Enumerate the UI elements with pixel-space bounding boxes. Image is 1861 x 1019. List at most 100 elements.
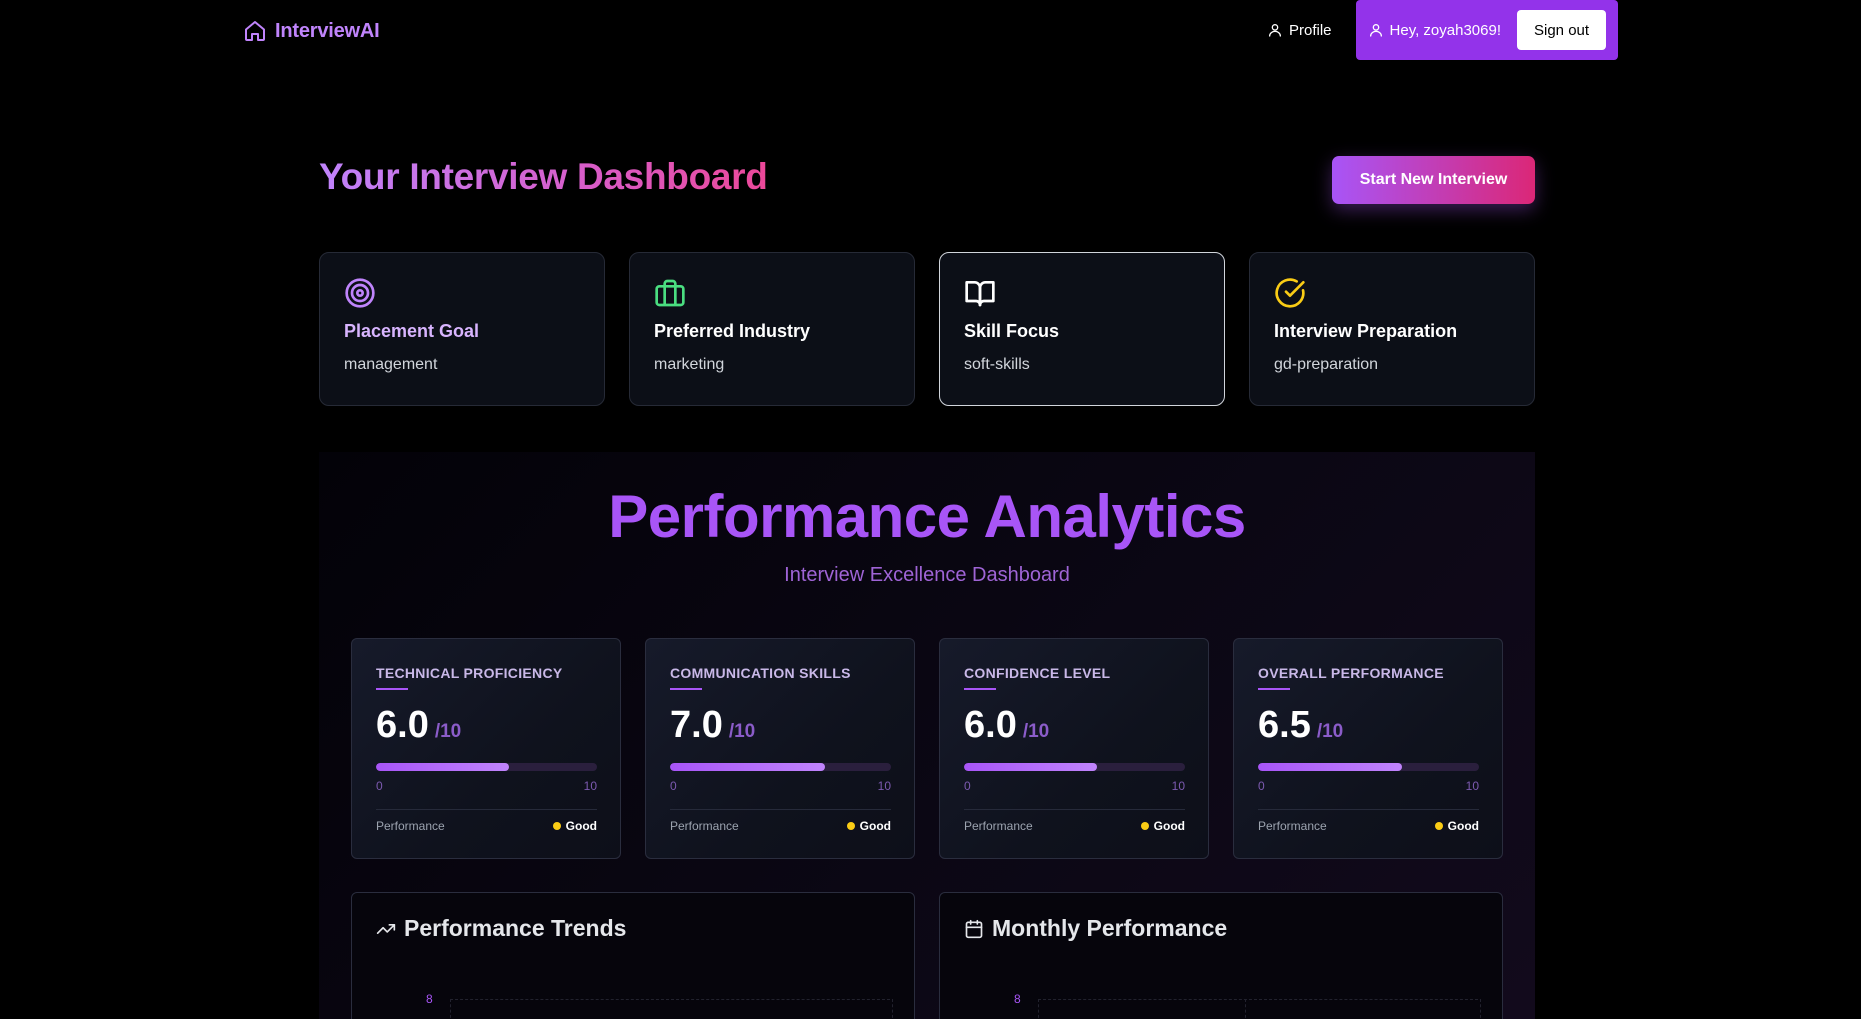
chart-gridline xyxy=(450,999,890,1000)
charts-row: Performance Trends 8 Monthly Performance… xyxy=(351,892,1503,1019)
metric-card-communication: COMMUNICATION SKILLS 7.0/10 0 10 Performa… xyxy=(645,638,915,859)
analytics-subtitle: Interview Excellence Dashboard xyxy=(784,564,1070,586)
metric-score: 6.0 xyxy=(376,704,429,746)
metric-progress-bar xyxy=(1258,763,1479,771)
metric-label: CONFIDENCE LEVEL xyxy=(964,665,1111,681)
analytics-title: Performance Analytics xyxy=(608,483,1246,550)
metric-divider xyxy=(1258,809,1479,810)
check-circle-icon xyxy=(1275,278,1305,308)
metric-rating: Good xyxy=(859,819,891,833)
metric-max: /10 xyxy=(728,721,756,742)
metric-footer-label: Performance xyxy=(964,819,1033,833)
metric-label: COMMUNICATION SKILLS xyxy=(670,665,851,681)
performance-analytics-section: Performance Analytics Interview Excellen… xyxy=(319,452,1535,1019)
metric-score: 7.0 xyxy=(670,704,723,746)
metric-progress-fill xyxy=(670,763,825,771)
metric-rating: Good xyxy=(1153,819,1185,833)
metric-label: TECHNICAL PROFICIENCY xyxy=(376,665,563,681)
rating-dot xyxy=(1434,822,1443,830)
monthly-performance-card: Monthly Performance 8 xyxy=(939,892,1503,1019)
user-menu: Hey, zoyah3069! Sign out xyxy=(1355,0,1619,60)
metric-rating: Good xyxy=(1447,819,1479,833)
profile-label: Profile xyxy=(1289,21,1332,39)
metric-cards-row: TECHNICAL PROFICIENCY 6.0/10 0 10 Perform… xyxy=(351,638,1503,859)
pref-label: Interview Preparation xyxy=(1274,321,1458,341)
pref-value: management xyxy=(344,356,438,373)
metric-max: /10 xyxy=(1022,721,1050,742)
top-navbar: InterviewAI Profile Hey, zoyah3069! Sign… xyxy=(0,0,1861,64)
scale-min: 0 xyxy=(1258,779,1265,793)
preferences-row: Placement Goal management Preferred Indu… xyxy=(319,252,1535,406)
scale-max: 10 xyxy=(583,779,597,793)
metric-progress-fill xyxy=(1258,763,1402,771)
metric-progress-fill xyxy=(964,763,1097,771)
chart-gridline xyxy=(1245,999,1246,1019)
chart-gridline xyxy=(1038,999,1039,1019)
metric-max: /10 xyxy=(434,721,462,742)
calendar-icon xyxy=(965,919,983,938)
metric-rating: Good xyxy=(565,819,597,833)
metric-footer-label: Performance xyxy=(1258,819,1327,833)
pref-value: gd-preparation xyxy=(1274,356,1379,373)
target-icon xyxy=(345,278,375,308)
scale-max: 10 xyxy=(1171,779,1185,793)
brand-link[interactable]: InterviewAI xyxy=(243,19,380,43)
metric-max: /10 xyxy=(1316,721,1344,742)
chart-gridline xyxy=(1038,999,1478,1000)
book-open-icon xyxy=(965,281,995,307)
metric-footer-label: Performance xyxy=(670,819,739,833)
metric-underline xyxy=(670,688,702,690)
sign-out-button[interactable]: Sign out xyxy=(1517,10,1607,50)
metric-progress-bar xyxy=(670,763,891,771)
metric-score: 6.0 xyxy=(964,704,1017,746)
chart-gridline xyxy=(450,999,451,1019)
metric-progress-bar xyxy=(376,763,597,771)
metric-card-overall: OVERALL PERFORMANCE 6.5/10 0 10 Performan… xyxy=(1233,638,1503,859)
placement-goal-card[interactable]: Placement Goal management xyxy=(319,252,605,406)
interview-preparation-card[interactable]: Interview Preparation gd-preparation xyxy=(1249,252,1535,406)
pref-value: marketing xyxy=(654,356,725,373)
chart-title: Performance Trends xyxy=(404,915,627,941)
scale-max: 10 xyxy=(877,779,891,793)
metric-card-technical: TECHNICAL PROFICIENCY 6.0/10 0 10 Perform… xyxy=(351,638,621,859)
profile-link[interactable]: Profile xyxy=(1267,22,1332,39)
y-tick-label: 8 xyxy=(426,992,433,1006)
chart-gridline xyxy=(1480,999,1481,1019)
rating-dot xyxy=(846,822,855,830)
pref-label: Skill Focus xyxy=(964,321,1060,341)
user-greeting: Hey, zoyah3069! xyxy=(1389,21,1501,39)
preferred-industry-card[interactable]: Preferred Industry marketing xyxy=(629,252,915,406)
metric-footer-label: Performance xyxy=(376,819,445,833)
chart-title: Monthly Performance xyxy=(992,915,1228,941)
y-tick-label: 8 xyxy=(1014,992,1021,1006)
pref-label: Placement Goal xyxy=(344,321,480,341)
rating-dot xyxy=(552,822,561,830)
metric-progress-fill xyxy=(376,763,509,771)
pref-value: soft-skills xyxy=(964,356,1030,373)
metric-divider xyxy=(670,809,891,810)
metric-progress-bar xyxy=(964,763,1185,771)
start-new-interview-button[interactable]: Start New Interview xyxy=(1332,156,1535,204)
trending-up-icon xyxy=(376,923,396,934)
brand-name: InterviewAI xyxy=(275,19,380,42)
home-icon xyxy=(245,21,265,41)
metric-card-confidence: CONFIDENCE LEVEL 6.0/10 0 10 Performance G… xyxy=(939,638,1209,859)
metric-score: 6.5 xyxy=(1258,704,1311,746)
scale-min: 0 xyxy=(964,779,971,793)
metric-underline xyxy=(964,688,996,690)
user-icon xyxy=(1269,24,1281,37)
rating-dot xyxy=(1140,822,1149,830)
scale-min: 0 xyxy=(670,779,677,793)
chart-gridline xyxy=(892,999,893,1019)
metric-underline xyxy=(376,688,408,690)
metric-underline xyxy=(1258,688,1290,690)
skill-focus-card[interactable]: Skill Focus soft-skills xyxy=(939,252,1225,406)
user-icon xyxy=(1369,24,1382,37)
pref-label: Preferred Industry xyxy=(654,321,811,341)
briefcase-icon xyxy=(655,279,685,307)
metric-divider xyxy=(376,809,597,810)
page-title: Your Interview Dashboard xyxy=(319,156,768,197)
scale-max: 10 xyxy=(1465,779,1479,793)
metric-label: OVERALL PERFORMANCE xyxy=(1258,665,1444,681)
metric-divider xyxy=(964,809,1185,810)
